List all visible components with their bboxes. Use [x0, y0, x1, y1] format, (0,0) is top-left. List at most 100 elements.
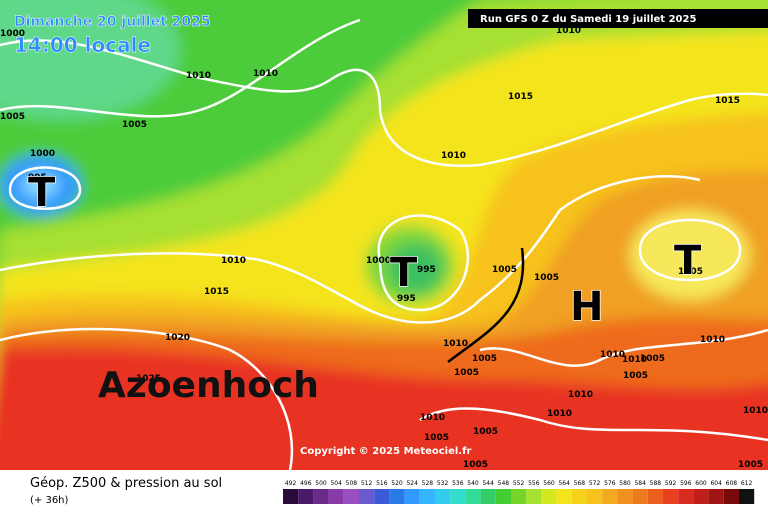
scale-label: 532 — [437, 480, 449, 487]
scale-label: 564 — [558, 480, 570, 487]
scale-swatch — [313, 489, 329, 504]
scale-label: 580 — [619, 480, 631, 487]
scale-label: 520 — [391, 480, 403, 487]
scale-label: 492 — [285, 480, 297, 487]
isobar-label: 1010 — [556, 26, 581, 36]
scale-label: 568 — [574, 480, 586, 487]
scale-swatch — [541, 489, 557, 504]
scale-label: 544 — [482, 480, 494, 487]
isobar-label: 1000 — [30, 149, 55, 159]
isobar-label: 1000 — [366, 256, 391, 266]
isobar-label: 1010 — [743, 406, 768, 416]
scale-label: 540 — [467, 480, 479, 487]
scale-swatch — [495, 489, 511, 504]
scale-swatch — [723, 489, 739, 504]
scale-swatch — [359, 489, 375, 504]
scale-label: 504 — [330, 480, 342, 487]
scale-swatch — [283, 489, 299, 504]
scale-swatch — [511, 489, 527, 504]
scale-swatch — [465, 489, 481, 504]
isobars — [0, 18, 768, 471]
pressure-center: T — [28, 170, 56, 216]
scale-label: 596 — [680, 480, 692, 487]
isobar-label: 995 — [28, 173, 47, 183]
scale-swatch — [693, 489, 709, 504]
scale-swatch — [389, 489, 405, 504]
isobar-label: 1005 — [623, 371, 648, 381]
scale-label: 572 — [589, 480, 601, 487]
scale-swatch — [739, 489, 755, 504]
scale-swatch — [647, 489, 663, 504]
isobar-label: 995 — [417, 265, 436, 275]
scale-label: 536 — [452, 480, 464, 487]
valid-date: Dimanche 20 juillet 2025 — [14, 14, 211, 30]
scale-swatch — [480, 489, 496, 504]
isobar-label: 1005 — [534, 273, 559, 283]
isobar-label: 1005 — [463, 460, 488, 470]
scale-label: 524 — [406, 480, 418, 487]
run-info: Run GFS 0 Z du Samedi 19 juillet 2025 — [480, 14, 696, 25]
isobar-label: 995 — [397, 294, 416, 304]
pressure-center: T — [674, 238, 702, 284]
isobar-label: 1005 — [424, 433, 449, 443]
scale-swatch — [343, 489, 359, 504]
scale-label: 500 — [315, 480, 327, 487]
copyright: Copyright © 2025 Meteociel.fr — [300, 446, 471, 457]
scale-swatch — [571, 489, 587, 504]
scale-label: 548 — [498, 480, 510, 487]
isobar-label: 1010 — [600, 350, 625, 360]
scale-label: 528 — [422, 480, 434, 487]
isobar-label: 1010 — [700, 335, 725, 345]
scale-label: 612 — [741, 480, 753, 487]
pressure-center: H — [570, 284, 603, 330]
isobar-label: 1000 — [0, 29, 25, 39]
scale-label: 576 — [604, 480, 616, 487]
scale-label: 516 — [376, 480, 388, 487]
isobar-label: 1005 — [738, 460, 763, 470]
isobar-label: 1010 — [443, 339, 468, 349]
scale-label: 560 — [543, 480, 555, 487]
isobar-label: 1005 — [473, 427, 498, 437]
isobar-label: 1010 — [441, 151, 466, 161]
pressure-centers: T T T H — [27, 169, 703, 331]
annotation: Azoenhoch — [98, 365, 319, 406]
isobar-label: 1010 — [568, 390, 593, 400]
scale-swatch — [328, 489, 344, 504]
scale-label: 552 — [513, 480, 525, 487]
isobar-label: 1005 — [454, 368, 479, 378]
isobar-label: 1010 — [547, 409, 572, 419]
isobar-label: 1005 — [492, 265, 517, 275]
isobar-label: 1010 — [186, 71, 211, 81]
scale-swatch — [526, 489, 542, 504]
scale-swatch — [678, 489, 694, 504]
legend-title: Géop. Z500 & pression au sol — [30, 476, 222, 491]
isobar-label: 1005 — [678, 267, 703, 277]
isobar-label: 1015 — [508, 92, 533, 102]
cold-front — [447, 247, 525, 363]
isobar-label: 1010 — [221, 256, 246, 266]
scale-swatch — [663, 489, 679, 504]
scale-label: 592 — [665, 480, 677, 487]
isobar-label: 1010 — [622, 355, 647, 365]
scale-swatch — [632, 489, 648, 504]
scale-swatch — [708, 489, 724, 504]
valid-time: 14:00 locale — [14, 33, 151, 57]
isobar-label: 1005 — [122, 120, 147, 130]
isobar-label: 1025 — [136, 374, 161, 384]
scale-swatch — [419, 489, 435, 504]
map-field — [0, 0, 768, 490]
pressure-center: T — [390, 250, 418, 296]
scale-label: 600 — [695, 480, 707, 487]
isobar-label: 1005 — [640, 354, 665, 364]
isobar-label: 1010 — [420, 413, 445, 423]
scale-label: 584 — [634, 480, 646, 487]
scale-label: 508 — [346, 480, 358, 487]
isobar-label: 1005 — [0, 112, 25, 122]
scale-swatch — [556, 489, 572, 504]
scale-label: 604 — [710, 480, 722, 487]
run-banner — [468, 9, 768, 28]
scale-label: 556 — [528, 480, 540, 487]
scale-swatch — [450, 489, 466, 504]
scale-label: 608 — [726, 480, 738, 487]
